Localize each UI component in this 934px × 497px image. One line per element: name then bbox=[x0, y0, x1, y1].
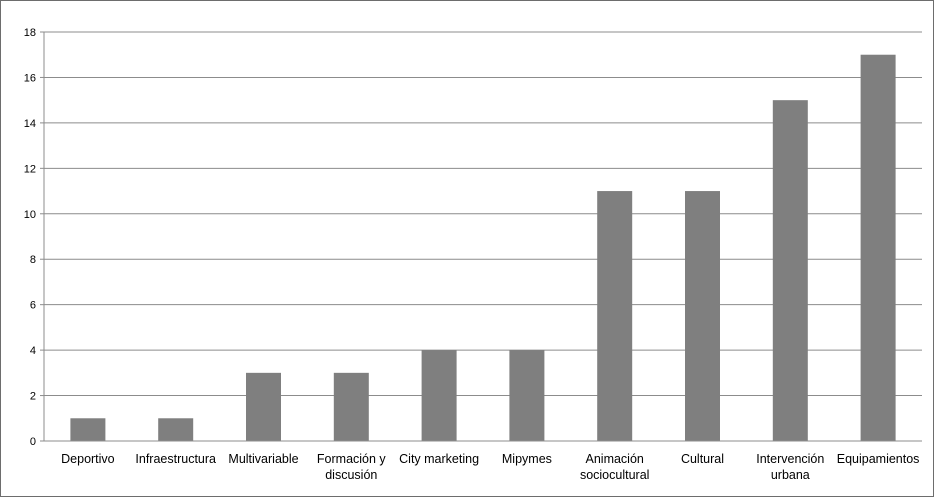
x-tick-label-line: Equipamientos bbox=[837, 452, 920, 466]
bar bbox=[685, 191, 720, 441]
bar bbox=[772, 100, 808, 442]
bars bbox=[70, 54, 896, 442]
bar bbox=[509, 350, 545, 441]
x-axis-labels: Deportivo Infraestructura Multivariable For… bbox=[61, 452, 919, 482]
y-tick-label: 4 bbox=[30, 345, 36, 357]
x-tick-label-line: Cultural bbox=[681, 452, 724, 466]
x-tick-label: Formación y discusión bbox=[317, 452, 387, 482]
bar bbox=[158, 418, 194, 441]
bar bbox=[70, 418, 106, 441]
y-axis-ticks: 0 2 4 6 8 10 12 14 16 18 bbox=[24, 27, 44, 448]
y-tick-label: 6 bbox=[30, 300, 36, 312]
x-tick-label-line: sociocultural bbox=[580, 468, 649, 482]
x-tick-label: Mipymes bbox=[502, 452, 552, 466]
x-tick-label-line: Mipymes bbox=[502, 452, 552, 466]
y-tick-label: 10 bbox=[24, 209, 36, 221]
bar bbox=[597, 191, 633, 441]
y-tick-label: 2 bbox=[30, 391, 36, 403]
x-tick-label: Deportivo bbox=[61, 452, 115, 466]
y-tick-label: 16 bbox=[24, 72, 36, 84]
x-tick-label-line: City marketing bbox=[399, 452, 479, 466]
x-tick-label-line: Animación bbox=[586, 452, 644, 466]
bar bbox=[333, 372, 369, 441]
y-tick-label: 12 bbox=[24, 163, 36, 175]
x-tick-label: Infraestructura bbox=[135, 452, 216, 466]
x-tick-label: Animación sociocultural bbox=[580, 452, 649, 482]
x-tick-label-line: urbana bbox=[771, 468, 810, 482]
y-tick-label: 8 bbox=[30, 254, 36, 266]
bar bbox=[246, 372, 281, 441]
x-tick-label-line: Infraestructura bbox=[135, 452, 216, 466]
bar bbox=[421, 350, 457, 441]
y-tick-label: 14 bbox=[24, 118, 36, 130]
bar bbox=[860, 54, 896, 441]
x-tick-label: Equipamientos bbox=[837, 452, 920, 466]
x-tick-label: Cultural bbox=[681, 452, 724, 466]
x-tick-label: Multivariable bbox=[228, 452, 298, 466]
x-tick-label: Intervención urbana bbox=[756, 452, 824, 482]
x-tick-label-line: Intervención bbox=[756, 452, 824, 466]
y-tick-label: 0 bbox=[30, 436, 36, 448]
x-tick-label-line: discusión bbox=[325, 468, 377, 482]
x-tick-label: City marketing bbox=[399, 452, 479, 466]
x-tick-label-line: Formación y bbox=[317, 452, 387, 466]
x-tick-label-line: Multivariable bbox=[228, 452, 298, 466]
y-tick-label: 18 bbox=[24, 27, 36, 39]
x-tick-label-line: Deportivo bbox=[61, 452, 115, 466]
